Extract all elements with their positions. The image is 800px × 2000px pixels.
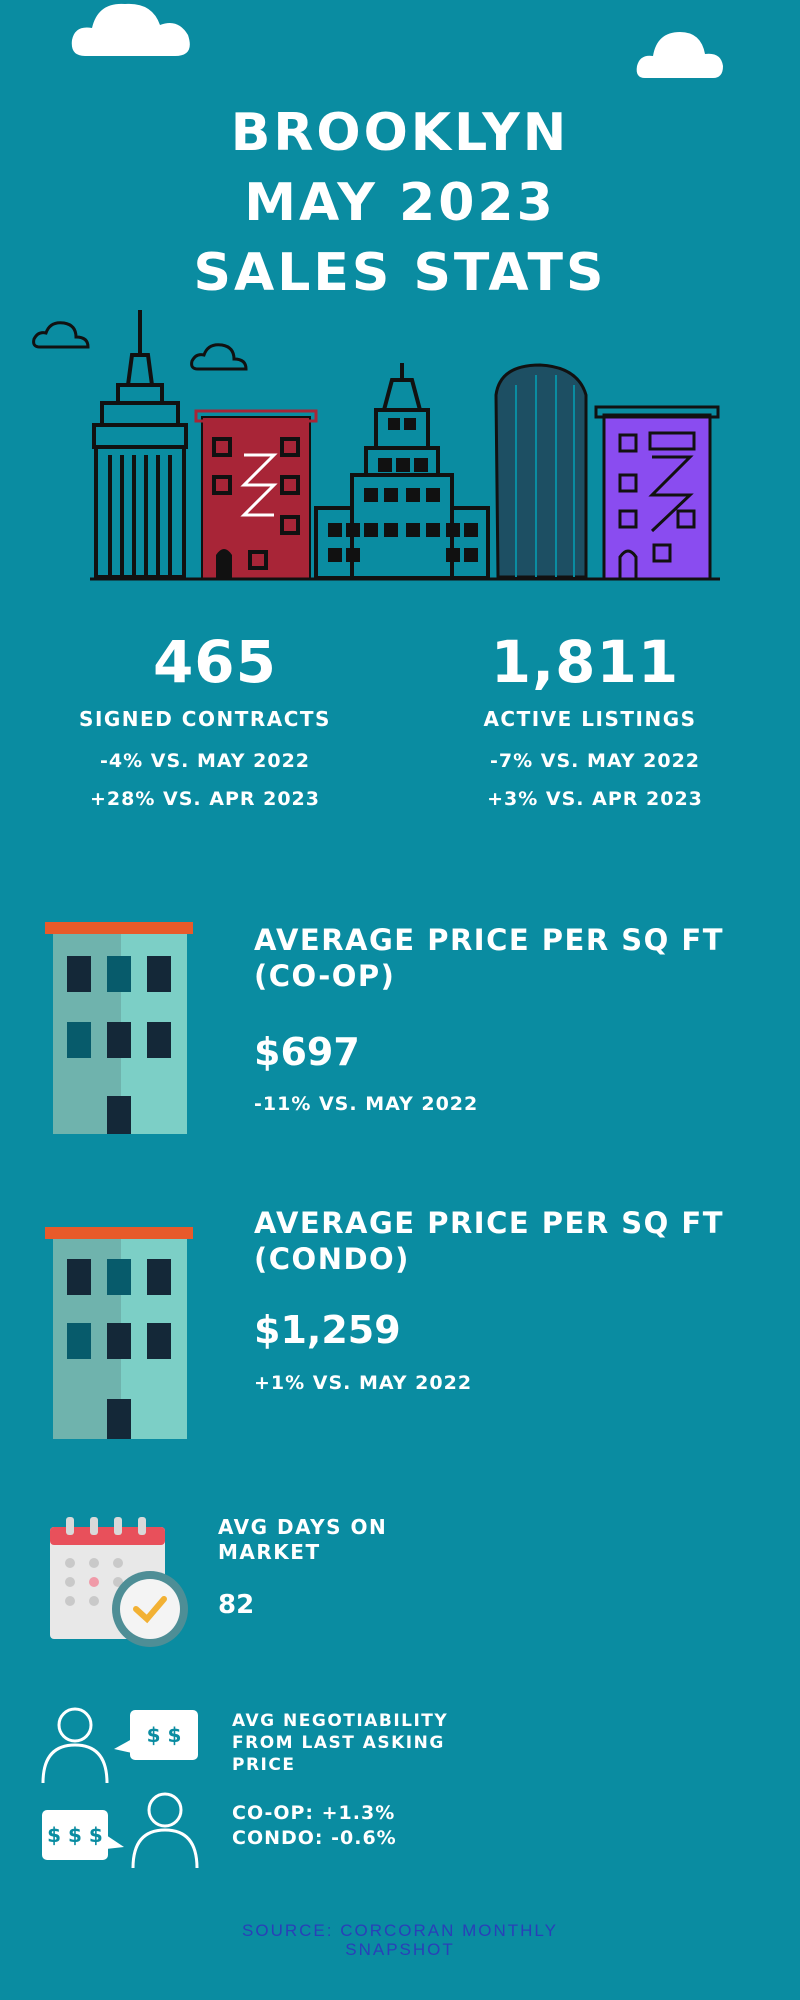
- cloud-outline-icon: [190, 343, 248, 371]
- negotiation-illustration: $ $ $ $ $: [40, 1705, 210, 1870]
- active-listings-value: 1,811: [490, 628, 680, 696]
- active-listings-label: ACTIVE LISTINGS: [483, 707, 697, 731]
- negotiability-heading-line-1: AVG NEGOTIABILITY: [232, 1711, 449, 1731]
- days-on-market-value: 82: [218, 1590, 255, 1620]
- page-title-line-2: MAY 2023: [244, 173, 556, 233]
- cloud-icon: [636, 32, 723, 78]
- calendar-clock-icon: [50, 1517, 188, 1647]
- tower-building-icon: [92, 310, 188, 579]
- signed-contracts-mom: +28% VS. APR 2023: [90, 788, 320, 810]
- cloud-outline-icon: [32, 321, 90, 349]
- bubble-tail: [106, 1835, 124, 1849]
- money-bubble-icon: $ $ $: [42, 1810, 108, 1860]
- signed-contracts-yoy: -4% VS. MAY 2022: [99, 750, 311, 772]
- signed-contracts-label: SIGNED CONTRACTS: [79, 707, 331, 731]
- source-line-2: SNAPSHOT: [345, 1940, 455, 1959]
- stepped-building-icon: [314, 363, 490, 580]
- source-line-1: SOURCE: CORCORAN MONTHLY: [242, 1921, 558, 1940]
- condo-price-value: $1,259: [254, 1308, 401, 1352]
- cloud-icon: [71, 3, 190, 56]
- flatiron-building-icon: [494, 363, 588, 579]
- person-icon: [41, 1707, 109, 1784]
- coop-heading-line-2: (CO-OP): [254, 959, 396, 993]
- active-listings-yoy: -7% VS. MAY 2022: [489, 750, 701, 772]
- negotiability-condo-value: CONDO: -0.6%: [232, 1827, 397, 1849]
- money-bubble-icon: $ $: [130, 1710, 198, 1760]
- negotiability-heading-line-2: FROM LAST ASKING: [232, 1733, 445, 1753]
- skyline-illustration: [32, 310, 720, 581]
- days-on-market-heading-line-2: MARKET: [218, 1540, 321, 1564]
- person-icon: [131, 1792, 199, 1869]
- page-title-line-3: SALES STATS: [193, 243, 607, 303]
- coop-price-yoy: -11% VS. MAY 2022: [254, 1093, 479, 1115]
- purple-building-icon: [594, 405, 720, 581]
- coop-heading-line-1: AVERAGE PRICE PER SQ FT: [254, 923, 724, 957]
- signed-contracts-value: 465: [152, 628, 278, 696]
- active-listings-mom: +3% VS. APR 2023: [487, 788, 703, 810]
- coop-price-value: $697: [254, 1030, 360, 1074]
- apartment-building-icon: [45, 922, 193, 1134]
- negotiability-coop-value: CO-OP: +1.3%: [232, 1802, 396, 1824]
- brick-building-icon: [194, 409, 318, 580]
- condo-heading-line-2: (CONDO): [254, 1242, 410, 1276]
- apartment-building-icon: [45, 1227, 193, 1439]
- bubble-tail: [114, 1739, 132, 1753]
- page-title-line-1: BROOKLYN: [230, 103, 570, 163]
- condo-price-yoy: +1% VS. MAY 2022: [254, 1372, 473, 1394]
- condo-heading-line-1: AVERAGE PRICE PER SQ FT: [254, 1206, 724, 1240]
- negotiability-heading-line-3: PRICE: [232, 1755, 296, 1775]
- days-on-market-heading-line-1: AVG DAYS ON: [218, 1515, 388, 1539]
